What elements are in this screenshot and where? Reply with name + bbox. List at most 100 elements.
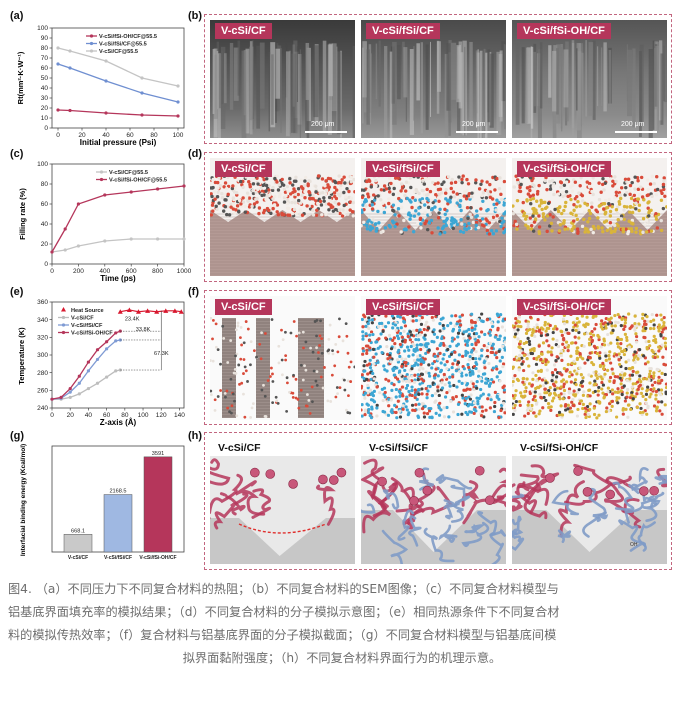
molecule-atom bbox=[607, 197, 612, 202]
molecule-atom bbox=[582, 210, 587, 214]
molecule-atom bbox=[499, 408, 503, 413]
molecule-atom bbox=[433, 392, 438, 396]
molecule-atom bbox=[375, 340, 379, 344]
molecule-atom bbox=[467, 358, 472, 362]
molecule-atom bbox=[522, 214, 526, 218]
molecule-atom bbox=[428, 384, 432, 388]
molecule-atom bbox=[410, 367, 414, 371]
molecule-atom bbox=[396, 176, 400, 180]
molecule-atom bbox=[396, 336, 401, 341]
y-tick-label: 300 bbox=[37, 352, 48, 359]
molecule-atom bbox=[512, 394, 515, 398]
legend-label: V-cSi/fSi-OH/CF@55.5 bbox=[109, 178, 167, 184]
molecule-atom bbox=[636, 197, 640, 201]
molecule-atom bbox=[424, 387, 428, 391]
sem-texture bbox=[327, 44, 332, 135]
molecule-atom bbox=[604, 393, 609, 397]
y-tick-label: 100 bbox=[37, 25, 48, 32]
molecule-atom bbox=[396, 191, 401, 196]
molecule-atom bbox=[530, 403, 534, 408]
molecule-atom bbox=[519, 324, 523, 329]
molecule-atom bbox=[368, 346, 372, 350]
molecule-atom bbox=[399, 199, 403, 203]
molecule-atom bbox=[626, 229, 631, 234]
molecule-atom bbox=[433, 205, 437, 209]
sem-texture bbox=[229, 42, 234, 110]
molecule-atom bbox=[280, 212, 284, 217]
molecule-atom bbox=[365, 351, 369, 356]
molecule-atom bbox=[587, 343, 592, 347]
molecule-atom bbox=[371, 371, 375, 376]
molecule-atom bbox=[626, 415, 630, 419]
molecule-atom bbox=[323, 184, 327, 188]
molecule-atom bbox=[341, 339, 345, 343]
molecule-atom bbox=[416, 378, 420, 382]
crosslink-node bbox=[318, 474, 328, 485]
data-point bbox=[129, 190, 133, 194]
molecule-atom bbox=[552, 327, 556, 331]
molecule-atom bbox=[553, 207, 557, 212]
molecule-atom bbox=[660, 412, 664, 416]
molecule-atom bbox=[232, 371, 236, 375]
molecule-atom bbox=[409, 333, 414, 337]
molecule-atom bbox=[624, 185, 628, 190]
molecule-atom bbox=[469, 323, 473, 327]
molecule-atom bbox=[587, 184, 592, 189]
molecule-atom bbox=[366, 344, 370, 348]
molecule-atom bbox=[546, 350, 550, 354]
molecule-atom bbox=[606, 332, 610, 337]
data-point bbox=[114, 331, 118, 335]
molecule-atom bbox=[450, 314, 454, 318]
molecule-atom bbox=[409, 200, 413, 204]
molecule-atom bbox=[459, 323, 463, 327]
molecule-atom bbox=[587, 355, 591, 360]
molecule-atom bbox=[398, 369, 402, 373]
molecule-atom bbox=[619, 389, 623, 393]
molecule-atom bbox=[330, 205, 335, 209]
molecule-atom bbox=[361, 408, 363, 412]
molecule-atom bbox=[516, 337, 520, 341]
molecule-atom bbox=[442, 219, 446, 224]
molecule-atom bbox=[345, 408, 348, 412]
chart-e-ylabel: Temperature (K) bbox=[17, 327, 26, 385]
molecule-atom bbox=[545, 368, 549, 372]
scale-bar bbox=[615, 131, 657, 133]
molecule-atom bbox=[655, 405, 659, 409]
molecule-atom bbox=[551, 382, 556, 386]
molecule-atom bbox=[396, 350, 400, 354]
data-point bbox=[68, 66, 72, 70]
molecule-atom bbox=[586, 230, 591, 234]
sem-texture bbox=[576, 43, 581, 131]
molecule-atom bbox=[308, 179, 312, 184]
molecule-atom bbox=[652, 404, 657, 408]
chart-e-xlabel: Z-axis (Å) bbox=[100, 418, 137, 427]
molecule-atom bbox=[349, 175, 354, 180]
molecule-atom bbox=[633, 175, 637, 179]
molecule-atom bbox=[305, 393, 309, 396]
molecule-atom bbox=[409, 344, 413, 349]
molecule-atom bbox=[392, 367, 397, 371]
molecule-atom bbox=[435, 335, 439, 339]
molecule-atom bbox=[306, 212, 310, 217]
x-tick-label: 100 bbox=[173, 132, 184, 139]
aluminum-substrate bbox=[361, 510, 506, 564]
molecule-atom bbox=[249, 340, 253, 344]
molecule-atom bbox=[387, 201, 391, 206]
sem-texture bbox=[487, 49, 491, 123]
molecule-atom bbox=[594, 370, 598, 374]
molecule-atom bbox=[590, 205, 594, 209]
polymer-chain bbox=[234, 480, 266, 516]
molecule-atom bbox=[582, 217, 586, 222]
molecule-atom bbox=[407, 211, 411, 215]
molecule-atom bbox=[512, 396, 516, 400]
molecule-atom bbox=[491, 324, 495, 329]
molecule-atom bbox=[396, 207, 401, 211]
molecule-atom bbox=[383, 390, 387, 395]
molecule-atom bbox=[437, 393, 441, 398]
molecule-atom bbox=[421, 367, 425, 371]
molecule-atom bbox=[269, 375, 272, 378]
molecule-atom bbox=[586, 322, 590, 326]
molecule-atom bbox=[621, 227, 625, 232]
molecule-atom bbox=[628, 192, 632, 197]
